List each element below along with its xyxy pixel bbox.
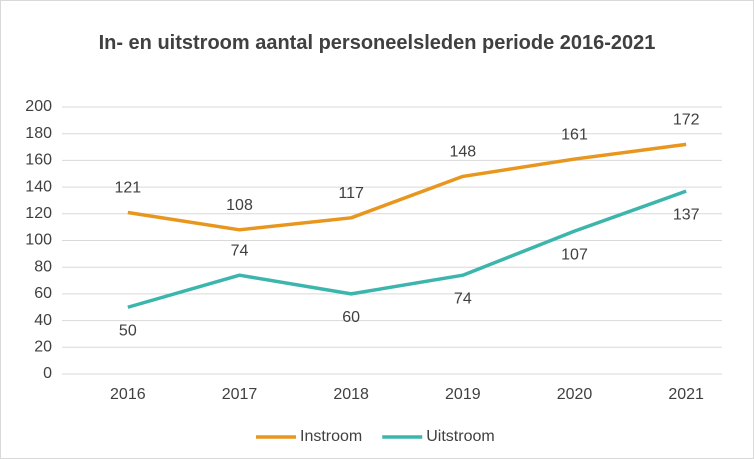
data-label: 137 [673,206,700,223]
series-line [127,189,687,309]
data-label: 161 [561,126,588,143]
data-label: 107 [561,246,588,263]
data-label: 148 [449,144,476,161]
y-tick-label: 0 [43,365,52,382]
y-tick-label: 60 [34,285,52,302]
data-label: 172 [673,112,700,129]
y-tick-label: 80 [34,258,52,275]
data-label: 117 [338,185,364,202]
y-tick-label: 120 [25,205,52,222]
x-tick-label: 2021 [668,386,704,403]
legend-label: Uitstroom [426,428,494,445]
y-tick-label: 160 [25,152,52,169]
y-tick-label: 200 [25,98,52,115]
series-line [127,142,687,232]
y-tick-label: 100 [25,232,52,249]
data-label: 74 [231,242,249,259]
y-tick-label: 20 [34,339,52,356]
chart-title: In- en uitstroom aantal personeelsleden … [98,32,656,54]
x-tick-label: 2017 [222,386,258,403]
x-tick-label: 2016 [110,386,146,403]
x-tick-label: 2019 [445,386,481,403]
y-tick-label: 140 [25,178,52,195]
data-label: 50 [119,322,137,339]
data-label: 60 [342,309,360,326]
legend-label: Instroom [300,428,362,445]
x-tick-label: 2020 [557,386,593,403]
x-tick-label: 2018 [333,386,369,403]
data-label: 74 [454,290,472,307]
y-tick-label: 40 [34,312,52,329]
data-label: 121 [114,180,141,197]
data-label: 108 [226,197,253,214]
y-tick-label: 180 [25,125,52,142]
